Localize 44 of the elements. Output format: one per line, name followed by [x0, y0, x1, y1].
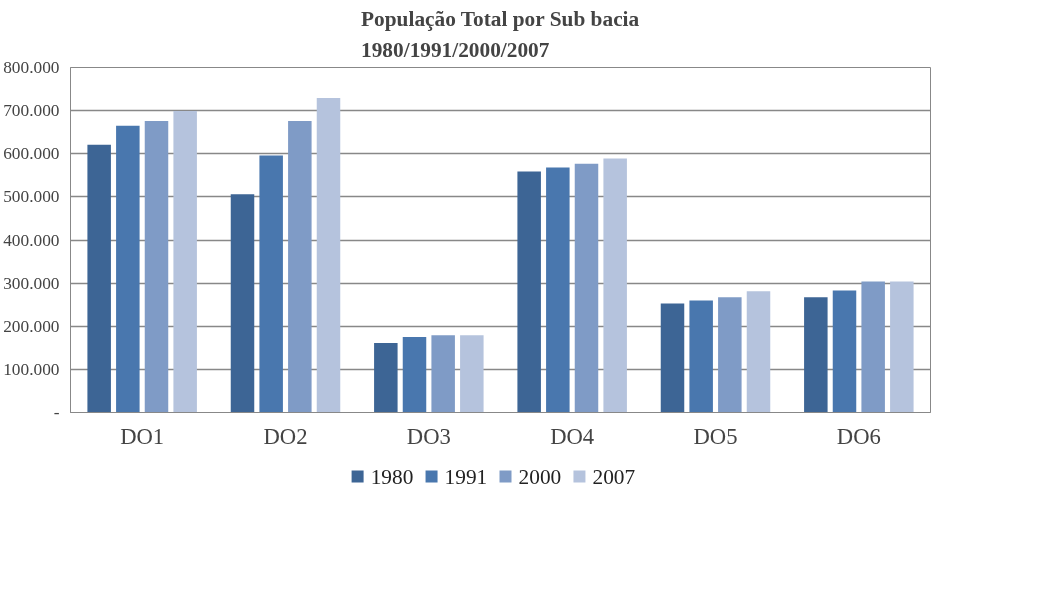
- x-tick-label: DO6: [836, 423, 881, 449]
- y-tick-label: 800.000: [3, 58, 60, 77]
- chart-title: População Total por Sub bacia 1980/1991/2000/2007: [361, 7, 640, 63]
- bar: [832, 290, 857, 413]
- bar: [517, 171, 541, 413]
- bar: [689, 300, 713, 413]
- bar: [431, 335, 455, 413]
- bar: [460, 335, 484, 413]
- bar: [259, 155, 283, 413]
- y-tick-label: 100.000: [3, 359, 60, 379]
- bar: [746, 291, 771, 413]
- bar: [374, 343, 398, 413]
- bar: [890, 281, 914, 413]
- y-tick-label: 300.000: [3, 273, 60, 293]
- legend-label: 2007: [592, 464, 636, 489]
- bar: [660, 303, 685, 413]
- legend-label: 1980: [370, 464, 414, 489]
- bar: [173, 111, 197, 413]
- bar: [402, 337, 427, 413]
- bar: [116, 125, 140, 413]
- bar: [804, 297, 828, 413]
- x-tick-label: DO5: [693, 423, 738, 449]
- bar: [718, 297, 742, 413]
- bar: [144, 120, 169, 413]
- y-tick-label: 600.000: [3, 144, 60, 164]
- bar: [546, 167, 570, 413]
- bar: [574, 163, 599, 413]
- x-tick-label: DO3: [406, 423, 451, 449]
- bar: [230, 194, 255, 413]
- y-tick-label: -: [53, 403, 60, 422]
- y-tick-label: 200.000: [3, 316, 60, 336]
- y-tick-label: 700.000: [3, 101, 60, 121]
- x-tick-label: DO2: [263, 423, 308, 449]
- legend-label: 2000: [518, 464, 562, 489]
- legend-label: 1991: [444, 464, 488, 489]
- y-tick-label: 500.000: [3, 187, 60, 207]
- bar: [861, 281, 885, 413]
- bar: [316, 98, 341, 413]
- y-tick-label: 400.000: [3, 230, 60, 250]
- bar: [87, 144, 111, 413]
- bar: [288, 120, 312, 413]
- x-tick-label: DO1: [120, 423, 165, 449]
- bar: [603, 158, 627, 413]
- x-tick-label: DO4: [550, 423, 595, 449]
